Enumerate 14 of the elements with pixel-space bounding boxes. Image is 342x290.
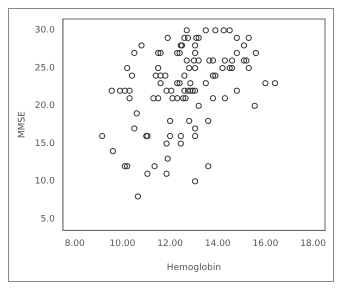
x-tick-label: 18.00 — [300, 239, 326, 250]
y-tick-label: 10.0 — [34, 176, 56, 187]
x-tick-label: 12.00 — [157, 239, 184, 250]
x-tick-label: 8.00 — [64, 239, 86, 250]
y-axis-title: MMSE — [18, 110, 28, 138]
x-tick-label: 14.00 — [204, 239, 231, 250]
x-tick-label: 10.00 — [110, 239, 136, 250]
y-tick-label: 20.0 — [34, 101, 56, 112]
y-tick-label: 30.0 — [34, 26, 56, 36]
y-tick-label: 5.0 — [40, 214, 56, 224]
y-tick-label: 25.0 — [34, 63, 56, 74]
x-axis-title: Hemoglobin — [166, 262, 222, 273]
y-tick-label: 15.0 — [34, 138, 56, 149]
x-tick-label: 16.00 — [252, 239, 279, 250]
